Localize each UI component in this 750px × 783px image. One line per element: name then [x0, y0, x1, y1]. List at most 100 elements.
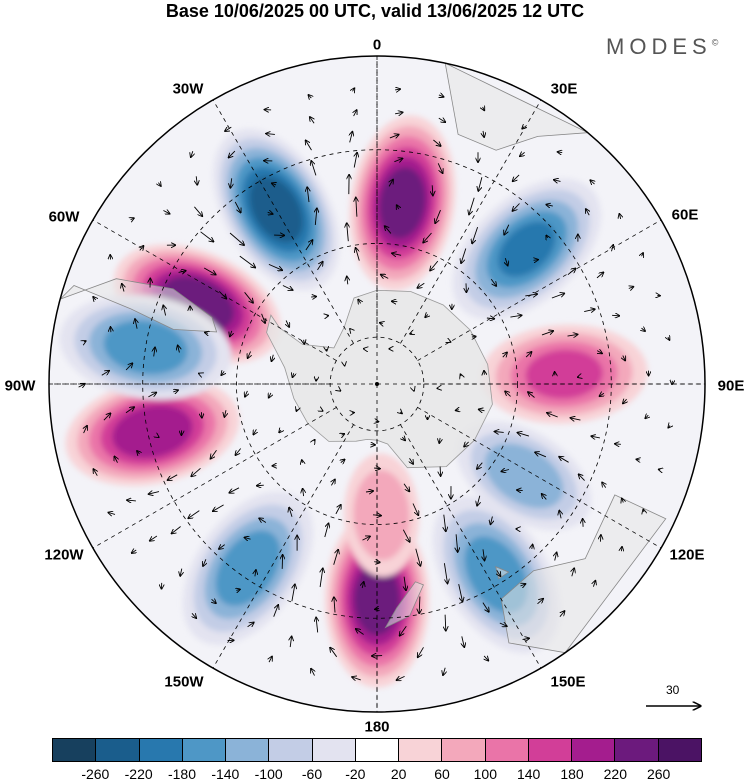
colorbar-tick-label: 60 — [434, 766, 450, 782]
wind-vector-201 — [230, 178, 231, 188]
wind-vector-241 — [310, 117, 314, 124]
wind-vector-123 — [415, 548, 421, 566]
anomaly-center-10 — [456, 421, 592, 531]
wind-vector-85 — [385, 226, 392, 234]
wind-vector-230 — [127, 500, 136, 501]
colorbar-tick-label: 180 — [560, 766, 584, 782]
wind-vector-287 — [558, 152, 563, 153]
wind-vector-91 — [528, 392, 535, 398]
wind-vector-131 — [173, 390, 178, 392]
wind-vector-224 — [330, 648, 338, 658]
colorbar-swatch-9 — [442, 739, 486, 761]
graticule-layer — [49, 56, 705, 712]
wind-vector-127 — [245, 538, 251, 540]
wind-vector-254 — [636, 459, 639, 460]
wind-vector-115 — [525, 294, 537, 296]
wind-vector-111 — [397, 205, 399, 209]
wind-vector-64 — [430, 260, 439, 270]
wind-vector-22 — [296, 409, 297, 411]
wind-vector-87 — [461, 248, 467, 264]
wind-vector-181 — [579, 474, 585, 481]
wind-vector-98 — [333, 550, 339, 565]
wind-vector-132 — [178, 346, 180, 353]
wind-vector-44 — [417, 282, 425, 288]
anomaly-center-7 — [183, 491, 313, 645]
wind-vector-288 — [590, 180, 594, 184]
wind-vector-13 — [350, 329, 351, 330]
colorbar-swatch-3 — [182, 739, 227, 761]
colorbar-tick-label: -60 — [301, 766, 323, 782]
wind-vector-232 — [103, 413, 111, 421]
wind-vector-248 — [586, 209, 589, 216]
wind-vector-80 — [230, 330, 232, 337]
wind-vector-221 — [445, 614, 446, 631]
wind-vector-172 — [437, 163, 442, 173]
wind-vector-255 — [622, 499, 624, 503]
wind-vector-90 — [525, 352, 531, 358]
wind-vector-297 — [621, 547, 622, 551]
colorbar-tick-label: 20 — [390, 766, 407, 782]
colorbar-swatch-14 — [658, 739, 701, 761]
colorbar-tick-label: -220 — [124, 766, 153, 782]
wind-vector-110 — [356, 198, 357, 217]
wind-vector-182 — [559, 511, 561, 519]
lon-label-150e: 150E — [550, 673, 586, 691]
wind-vector-14 — [380, 323, 383, 324]
wind-vector-79 — [221, 371, 224, 375]
wind-vector-31 — [456, 410, 459, 411]
wind-vector-225 — [290, 637, 291, 648]
wind-vector-231 — [114, 457, 117, 463]
colorbar-swatch-8 — [399, 739, 443, 761]
wind-vector-84 — [347, 223, 349, 242]
wind-vector-178 — [597, 351, 602, 354]
wind-vector-272 — [78, 384, 85, 387]
wind-vector-119 — [535, 452, 547, 458]
wind-vector-247 — [554, 180, 561, 182]
colorbar — [52, 738, 702, 762]
wind-vector-282 — [353, 88, 355, 91]
lon-label-150w: 150W — [164, 673, 204, 691]
wind-vector-192 — [172, 526, 181, 534]
wind-vector-289 — [619, 214, 620, 220]
wind-vector-197 — [135, 319, 137, 329]
wind-vector-259 — [499, 623, 507, 626]
wind-vector-72 — [412, 503, 418, 516]
wind-vector-103 — [201, 412, 202, 418]
wind-vector-142 — [504, 224, 510, 235]
wind-vector-165 — [178, 271, 186, 273]
wind-vector-34 — [365, 491, 373, 492]
meridian-150 — [400, 424, 542, 669]
wind-vector-162 — [148, 393, 156, 398]
lon-label-30e: 30E — [550, 80, 578, 98]
wind-vector-233 — [101, 371, 109, 376]
anomaly-fill-layer — [59, 115, 648, 688]
anomaly-center-5 — [65, 377, 240, 486]
wind-vector-166 — [200, 231, 214, 242]
wind-vector-63 — [392, 253, 402, 255]
wind-vector-19 — [374, 468, 380, 469]
wind-vector-175 — [546, 236, 547, 238]
wind-vector-296 — [643, 510, 644, 513]
colorbar-swatch-1 — [96, 739, 140, 761]
wind-vector-211 — [596, 272, 603, 279]
lon-label-0: 0 — [372, 36, 382, 54]
wind-vector-262 — [352, 677, 361, 680]
wind-vector-28 — [425, 314, 428, 317]
wind-vector-220 — [482, 602, 489, 612]
lon-label-30w: 30W — [172, 80, 204, 98]
wind-vector-30 — [461, 374, 462, 376]
wind-vector-157 — [255, 570, 256, 577]
wind-vector-95 — [444, 514, 446, 532]
wind-vector-128 — [213, 504, 224, 511]
wind-vector-144 — [551, 293, 564, 299]
wind-vector-189 — [273, 605, 279, 617]
wind-vector-139 — [389, 180, 393, 187]
lon-label-120e: 120E — [669, 546, 705, 564]
wind-vector-58 — [248, 351, 251, 359]
wind-vector-134 — [203, 267, 216, 275]
meridian-60 — [417, 219, 662, 361]
colorbar-tick-label: 260 — [646, 766, 671, 782]
meridian-330 — [212, 99, 354, 344]
wind-vector-258 — [537, 599, 544, 605]
wind-vector-88 — [490, 278, 496, 286]
